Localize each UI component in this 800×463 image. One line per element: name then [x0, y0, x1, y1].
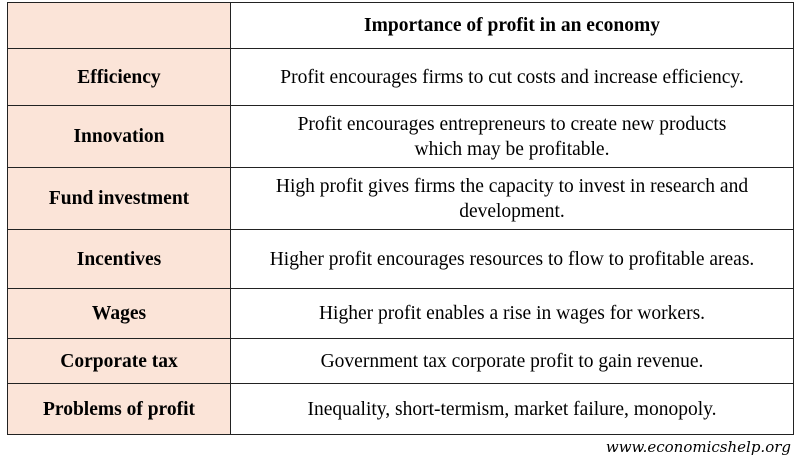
table-row: Problems of profit Inequality, short-ter…	[7, 383, 794, 435]
row-description-problems-of-profit: Inequality, short-termism, market failur…	[230, 383, 794, 435]
table-header-row: Importance of profit in an economy	[7, 2, 794, 49]
description-line: development.	[459, 200, 565, 222]
row-description-wages: Higher profit enables a rise in wages fo…	[230, 288, 794, 339]
table-row: Fund investment High profit gives firms …	[7, 167, 794, 230]
description-line: High profit gives firms the capacity to …	[275, 175, 749, 197]
row-description-incentives: Higher profit encourages resources to fl…	[230, 229, 794, 289]
row-label-wages: Wages	[7, 288, 231, 339]
source-watermark: www.economicshelp.org	[605, 438, 791, 456]
table-row: Innovation Profit encourages entrepreneu…	[7, 105, 794, 168]
row-label-fund-investment: Fund investment	[7, 167, 231, 230]
table-row: Efficiency Profit encourages firms to cu…	[7, 48, 794, 106]
table-title: Importance of profit in an economy	[230, 2, 794, 49]
row-description-fund-investment: High profit gives firms the capacity to …	[230, 167, 794, 230]
header-corner-cell	[7, 2, 231, 49]
table-row: Corporate tax Government tax corporate p…	[7, 338, 794, 384]
row-label-corporate-tax: Corporate tax	[7, 338, 231, 384]
row-label-incentives: Incentives	[7, 229, 231, 289]
description-line: Profit encourages entrepreneurs to creat…	[297, 113, 727, 135]
row-description-efficiency: Profit encourages firms to cut costs and…	[230, 48, 794, 106]
row-description-corporate-tax: Government tax corporate profit to gain …	[230, 338, 794, 384]
row-label-problems-of-profit: Problems of profit	[7, 383, 231, 435]
row-label-efficiency: Efficiency	[7, 48, 231, 106]
table-row: Wages Higher profit enables a rise in wa…	[7, 288, 794, 339]
table-row: Incentives Higher profit encourages reso…	[7, 229, 794, 289]
profit-importance-table: Importance of profit in an economy Effic…	[7, 2, 794, 435]
row-description-innovation: Profit encourages entrepreneurs to creat…	[230, 105, 794, 168]
description-line: which may be profitable.	[414, 138, 610, 160]
row-label-innovation: Innovation	[7, 105, 231, 168]
